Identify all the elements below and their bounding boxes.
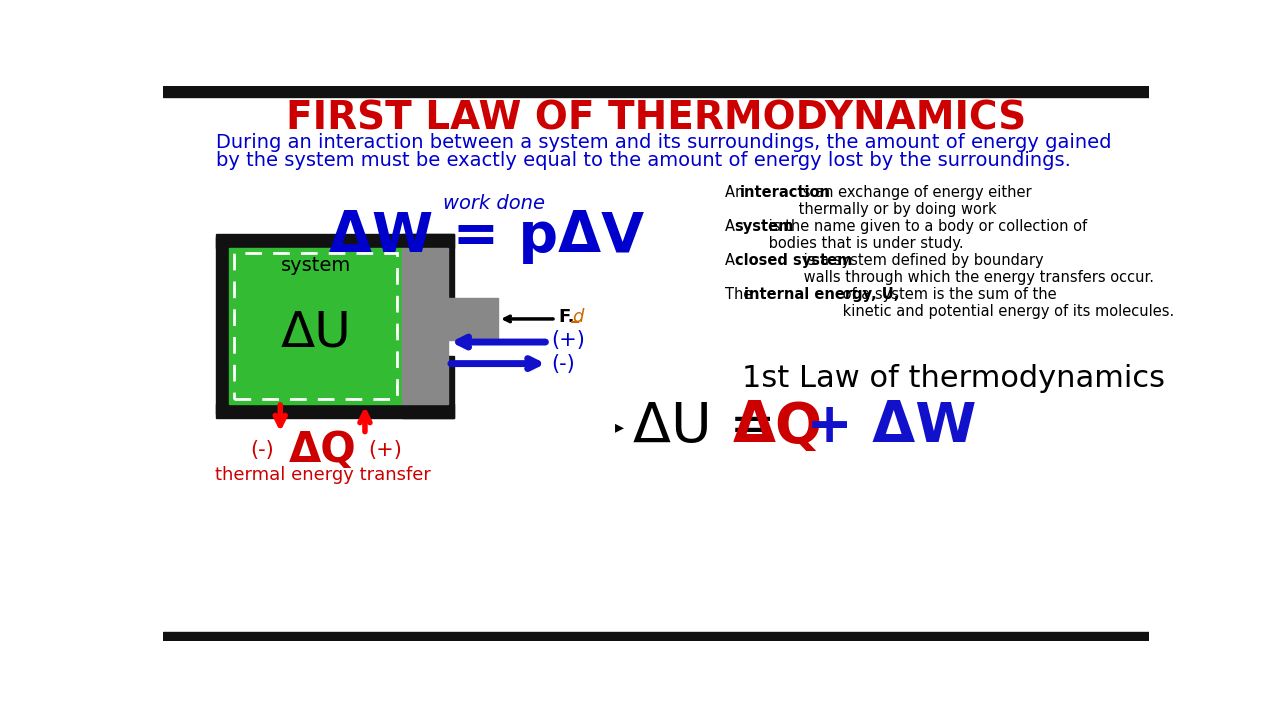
Text: interaction: interaction [740,185,831,200]
Text: ▸: ▸ [614,418,623,436]
Text: work done: work done [443,194,545,213]
Text: (+): (+) [369,440,402,460]
Text: ΔQ: ΔQ [733,400,823,454]
Text: F.: F. [558,307,575,325]
Text: A: A [726,253,740,268]
Text: is an exchange of energy either
 thermally or by doing work: is an exchange of energy either thermall… [794,185,1032,217]
Text: FIRST LAW OF THERMODYNAMICS: FIRST LAW OF THERMODYNAMICS [285,100,1027,138]
Bar [448,298,498,341]
Text: 1st Law of thermodynamics: 1st Law of thermodynamics [742,364,1165,394]
Bar [164,86,1149,97]
Text: + ΔW: + ΔW [787,400,977,454]
Bar [215,237,229,414]
Bar [215,234,454,248]
Text: (+): (+) [552,330,585,351]
Text: is a system defined by boundary
 walls through which the energy transfers occur.: is a system defined by boundary walls th… [799,253,1153,285]
Text: During an interaction between a system and its surroundings, the amount of energ: During an interaction between a system a… [215,133,1111,152]
Bar [229,248,402,404]
Text: system: system [735,219,794,234]
Bar [402,234,454,302]
Bar [402,248,448,404]
Text: system: system [280,256,351,275]
Text: ΔW = pΔV: ΔW = pΔV [329,210,644,264]
Text: ΔU =: ΔU = [632,400,794,454]
Text: thermal energy transfer: thermal energy transfer [215,467,430,485]
Text: ΔU: ΔU [280,309,351,357]
Text: d: d [572,307,584,325]
Text: internal energy, U,: internal energy, U, [744,287,900,302]
Bar [215,404,454,418]
Text: A: A [726,219,740,234]
Text: The: The [726,287,758,302]
Bar [234,253,397,399]
Bar [164,631,1149,641]
Text: (-): (-) [552,354,575,374]
Text: closed system: closed system [735,253,852,268]
Text: by the system must be exactly equal to the amount of energy lost by the surround: by the system must be exactly equal to t… [215,150,1070,170]
Text: ΔQ: ΔQ [289,429,356,471]
Text: of a system is the sum of the
 kinetic and potential energy of its molecules.: of a system is the sum of the kinetic an… [837,287,1174,319]
Text: An: An [726,185,749,200]
Text: is the name given to a body or collection of
 bodies that is under study.: is the name given to a body or collectio… [764,219,1087,251]
Bar [402,356,454,418]
Text: (-): (-) [250,440,274,460]
